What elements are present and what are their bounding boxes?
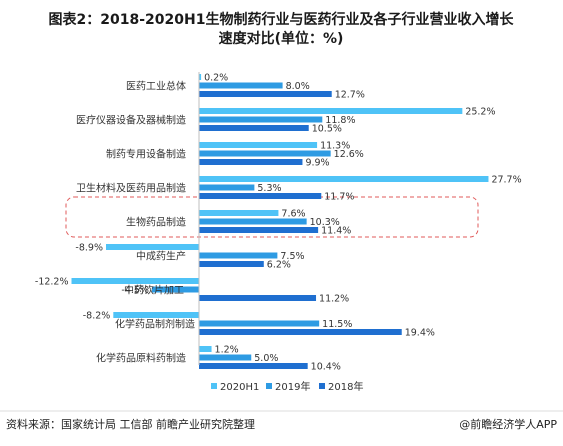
value-label-1-0: 25.2% <box>465 107 495 118</box>
chart-title-line-1: 图表2：2018-2020H1生物制药行业与医药行业及各子行业营业收入增长 <box>49 11 515 28</box>
bar-1-0 <box>199 108 463 114</box>
bar-1-1 <box>199 116 323 123</box>
bar-4-0 <box>199 210 279 216</box>
value-label-3-1: 5.3% <box>257 183 281 194</box>
category-label-8: 化学药品原料药制造 <box>96 352 186 365</box>
category-label-0: 医药工业总体 <box>126 80 186 93</box>
value-label-7-1: 11.5% <box>322 319 352 330</box>
bar-6-2 <box>199 295 317 301</box>
legend-swatch-1 <box>266 383 272 389</box>
value-label-2-2: 9.9% <box>305 158 329 169</box>
bar-5-0 <box>105 244 199 250</box>
value-label-4-0: 7.6% <box>281 209 305 220</box>
bar-1-2 <box>199 125 309 131</box>
value-label-8-2: 10.4% <box>311 362 341 373</box>
bar-6-1 <box>151 286 199 293</box>
bar-3-1 <box>199 184 255 191</box>
bar-3-0 <box>199 176 489 182</box>
value-label-3-2: 11.7% <box>324 192 354 203</box>
value-label-1-1: 11.8% <box>325 115 355 126</box>
source-text: 资料来源：国家统计局 工信部 前瞻产业研究院整理 <box>6 417 255 431</box>
category-label-1: 医疗仪器设备及器械制造 <box>76 114 186 127</box>
value-label-8-0: 1.2% <box>215 345 239 356</box>
value-label-2-1: 12.6% <box>334 149 364 160</box>
bars-group <box>71 74 489 369</box>
value-label-5-1: 7.5% <box>280 251 304 262</box>
value-label-6-2: 11.2% <box>319 294 349 305</box>
category-labels: 医药工业总体医疗仪器设备及器械制造制药专用设备制造卫生材料及医药用品制造生物药品… <box>76 80 195 365</box>
bar-4-2 <box>199 227 319 233</box>
bar-8-1 <box>199 354 252 361</box>
value-label-5-2: 6.2% <box>267 260 291 271</box>
bar-8-0 <box>199 346 212 352</box>
bar-2-1 <box>199 150 331 157</box>
brand-text: @前瞻经济学人APP <box>459 417 557 431</box>
category-label-7: 化学药品制剂制造 <box>115 318 195 331</box>
legend: 2020H1 2019年 2018年 <box>211 380 363 393</box>
bar-5-1 <box>199 252 278 259</box>
legend-label-2: 2018年 <box>328 380 363 393</box>
bar-6-0 <box>71 278 199 284</box>
value-label-4-2: 11.4% <box>321 226 351 237</box>
value-label-7-0: -8.2% <box>83 311 111 322</box>
legend-swatch-0 <box>211 383 217 389</box>
value-label-4-1: 10.3% <box>310 217 340 228</box>
value-label-6-0: -12.2% <box>35 277 69 288</box>
value-labels: 0.2% 8.0% 12.7% 25.2% 11.8%10.5% 11.3%12.6% 9.… <box>35 73 522 373</box>
bar-0-1 <box>199 82 283 89</box>
bar-7-2 <box>199 329 402 335</box>
category-label-2: 制药专用设备制造 <box>106 148 186 161</box>
value-label-0-0: 0.2% <box>204 73 228 84</box>
value-label-1-2: 10.5% <box>312 124 342 135</box>
category-label-4: 生物药品制造 <box>126 216 186 229</box>
bar-4-1 <box>199 218 307 225</box>
legend-label-1: 2019年 <box>275 380 310 393</box>
bar-2-2 <box>199 159 303 165</box>
value-label-2-0: 11.3% <box>320 141 350 152</box>
bar-8-2 <box>199 363 308 369</box>
bar-7-0 <box>113 312 199 318</box>
value-label-8-1: 5.0% <box>254 353 278 364</box>
chart-title-line-2: 速度对比(单位：%) <box>219 30 344 47</box>
bar-7-1 <box>199 320 320 327</box>
legend-label-0: 2020H1 <box>220 382 259 393</box>
bar-3-2 <box>199 193 322 199</box>
bar-5-2 <box>199 261 264 267</box>
value-label-6-1: -4.5% <box>121 285 149 296</box>
category-label-6: 中药饮片加工 <box>124 284 184 297</box>
category-label-5: 中成药生产 <box>136 250 186 263</box>
value-label-0-2: 12.7% <box>335 90 365 101</box>
legend-swatch-2 <box>319 383 325 389</box>
bar-0-0 <box>199 74 202 80</box>
value-label-5-0: -8.9% <box>75 243 103 254</box>
value-label-0-1: 8.0% <box>286 81 310 92</box>
value-label-3-0: 27.7% <box>491 175 521 186</box>
bar-2-0 <box>199 142 318 148</box>
category-label-3: 卫生材料及医药用品制造 <box>76 182 186 195</box>
bar-0-2 <box>199 91 332 97</box>
value-label-7-2: 19.4% <box>405 328 435 339</box>
